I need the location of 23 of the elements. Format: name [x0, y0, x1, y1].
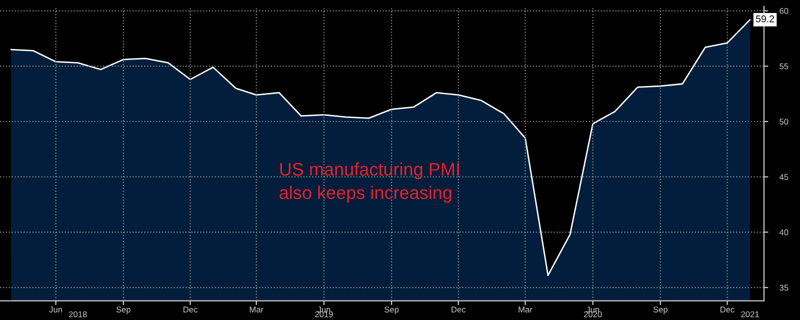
x-tick-label: Sep	[384, 306, 399, 314]
data-label: 59.2	[756, 15, 774, 22]
y-tick-label: 55	[780, 63, 788, 70]
y-tick-label: 45	[779, 174, 788, 180]
x2-tick-label: 2019	[315, 311, 333, 318]
y-tick-label: 60	[780, 8, 788, 14]
x2-tick-label: 2021	[741, 311, 759, 318]
x-tick-label: Sep	[116, 306, 130, 314]
y-tick-label: 40	[779, 229, 788, 236]
x-tick-label: Jun	[586, 306, 600, 312]
x-tick-label: Dec	[452, 306, 466, 312]
x-tick-label: Sep	[653, 306, 668, 314]
y-tick-label: 50	[780, 118, 788, 125]
annotation: US manufacturing PMI also keeps increasing	[280, 162, 459, 203]
x2-tick-label: 2018	[69, 311, 87, 318]
x2-tick-label: 2020	[584, 311, 602, 318]
x-tick-label: Jun	[317, 306, 330, 312]
x-tick-label: Mar	[518, 306, 532, 312]
x-tick-label: Dec	[184, 306, 198, 312]
x-tick-label: Mar	[250, 306, 264, 312]
x-tick-label: Jun	[49, 306, 62, 312]
x-tick-label: Dec	[720, 306, 734, 312]
y-tick-label: 35	[780, 284, 788, 291]
